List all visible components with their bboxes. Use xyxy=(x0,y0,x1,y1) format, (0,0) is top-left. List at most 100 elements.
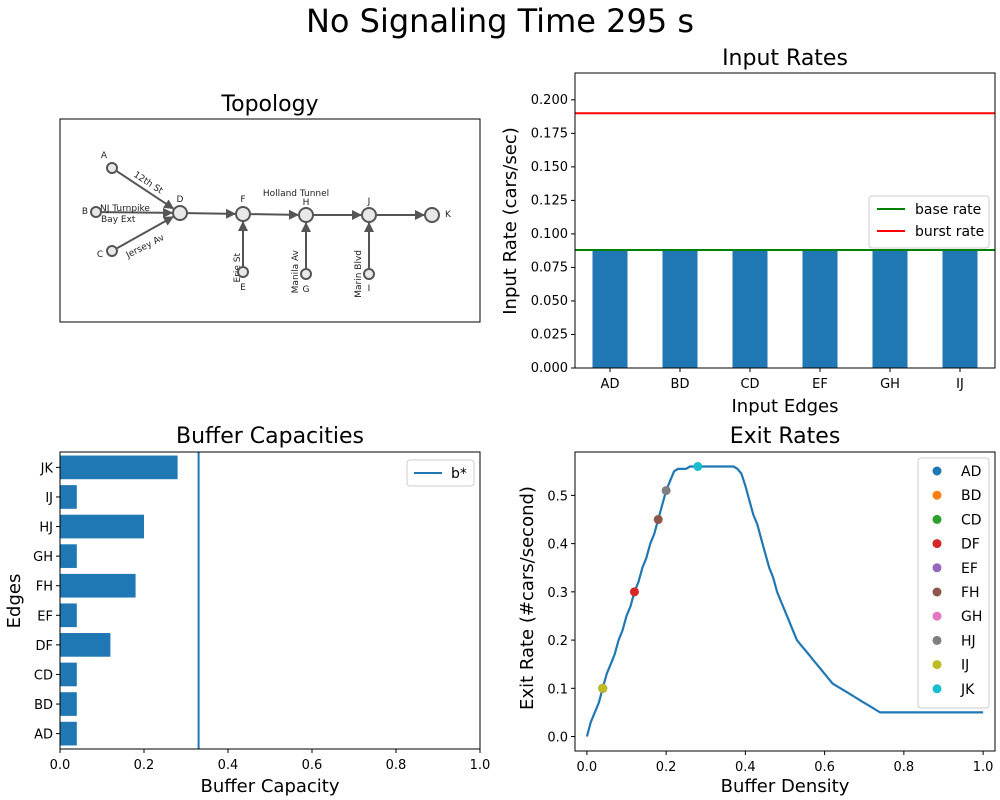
topology-node-label-G: G xyxy=(303,285,310,295)
y-tick-label-0.2: 0.2 xyxy=(547,634,568,649)
y-tick-label-HJ: HJ xyxy=(39,521,53,536)
topology-node-E xyxy=(237,266,249,278)
x-tick-label-0.4: 0.4 xyxy=(735,760,756,775)
y-tick-label-0.3: 0.3 xyxy=(547,586,568,601)
input-rate-bar-CD xyxy=(732,250,768,368)
topology-title: Topology xyxy=(220,92,318,117)
buffer-bar-HJ xyxy=(60,514,144,539)
x-tick-label-0.8: 0.8 xyxy=(894,760,915,775)
buffer-bar-EF xyxy=(60,603,77,628)
y-tick-label-0.0: 0.0 xyxy=(547,731,568,746)
input-rates-ylabel: Input Rate (cars/sec) xyxy=(500,127,521,315)
legend-marker-GH xyxy=(932,611,942,621)
x-tick-label-IJ: IJ xyxy=(956,377,964,392)
y-tick-label-GH: GH xyxy=(33,550,53,565)
y-tick-label-0.075: 0.075 xyxy=(531,260,568,275)
topology-edge-DF xyxy=(187,208,237,219)
x-tick-label-0.2: 0.2 xyxy=(656,760,677,775)
topology-edge-label-EF: Erie St xyxy=(233,253,243,283)
topology-node-label-I: I xyxy=(368,284,371,294)
topology-edge-label-HJ: Holland Tunnel xyxy=(263,189,329,199)
y-tick-label-0.200: 0.200 xyxy=(531,93,568,108)
exit-rates-title: Exit Rates xyxy=(730,424,841,449)
x-tick-label-CD: CD xyxy=(740,377,759,392)
x-tick-label-0.0: 0.0 xyxy=(50,758,71,773)
input-rate-bar-IJ xyxy=(942,250,978,368)
y-tick-label-FH: FH xyxy=(36,580,53,595)
legend-label-DF: DF xyxy=(961,537,980,553)
x-tick-label-0.0: 0.0 xyxy=(577,760,598,775)
y-tick-label-0.175: 0.175 xyxy=(531,126,568,141)
buffer-capacities-chart: Buffer Capacities Buffer Capacity Edges … xyxy=(4,424,490,797)
x-tick-label-BD: BD xyxy=(671,377,690,392)
buffer-bar-BD xyxy=(60,692,77,716)
x-tick-label-EF: EF xyxy=(812,377,828,392)
x-tick-label-AD: AD xyxy=(601,377,620,392)
y-tick-label-0.025: 0.025 xyxy=(531,327,568,342)
topology-node-A xyxy=(106,162,118,174)
topology-edge-CD xyxy=(116,216,174,249)
buffer-capacities-xlabel: Buffer Capacity xyxy=(200,776,339,797)
legend-marker-CD xyxy=(932,514,942,524)
topology-node-H xyxy=(298,207,314,223)
y-tick-label-CD: CD xyxy=(34,668,53,683)
input-rate-bar-AD xyxy=(592,250,628,368)
y-tick-label-0.1: 0.1 xyxy=(547,682,568,697)
legend-label-CD: CD xyxy=(961,512,982,528)
x-tick-label-0.6: 0.6 xyxy=(302,758,323,773)
y-tick-label-0.000: 0.000 xyxy=(531,361,568,376)
legend-marker-DF xyxy=(932,539,942,549)
exit-rates-axes-frame xyxy=(574,451,996,752)
x-tick-label-0.2: 0.2 xyxy=(134,758,155,773)
topology-edge-AD xyxy=(116,170,175,210)
topology-node-C xyxy=(106,245,118,257)
topology-node-label-E: E xyxy=(240,283,246,293)
y-tick-label-0.5: 0.5 xyxy=(547,489,568,504)
buffer-capacities-ylabel: Edges xyxy=(4,574,25,629)
topology-edge-FH xyxy=(250,209,300,220)
topology-edge-label-IJ: Marin Blvd xyxy=(354,250,364,298)
buffer-bar-GH xyxy=(60,544,77,568)
topology-node-B xyxy=(90,206,102,218)
input-rates-title: Input Rates xyxy=(722,46,848,71)
topology-node-label-F: F xyxy=(240,195,245,205)
topology-node-D xyxy=(172,205,188,221)
figure-title: No Signaling Time 295 s xyxy=(306,2,694,40)
topology-node-F xyxy=(235,206,251,222)
y-tick-label-EF: EF xyxy=(37,609,53,624)
topology-node-label-J: J xyxy=(367,197,371,207)
y-tick-label-0.150: 0.150 xyxy=(531,160,568,175)
y-tick-label-AD: AD xyxy=(34,728,53,743)
exit-point-IJ xyxy=(598,683,608,693)
x-tick-label-GH: GH xyxy=(880,377,900,392)
legend-marker-IJ xyxy=(932,660,942,670)
legend-label-base-rate: base rate xyxy=(915,202,981,218)
exit-point-DF xyxy=(629,587,639,597)
legend-marker-EF xyxy=(932,563,942,573)
buffer-bar-CD xyxy=(60,662,77,687)
x-tick-label-1.0: 1.0 xyxy=(973,760,994,775)
x-tick-label-0.8: 0.8 xyxy=(386,758,407,773)
y-tick-label-JK: JK xyxy=(40,461,54,476)
exit-point-JK xyxy=(693,461,703,471)
topology-node-label-H: H xyxy=(303,198,310,208)
legend-label-b-star: b* xyxy=(451,466,467,482)
buffer-bar-FH xyxy=(60,573,136,598)
topology-edge-BD xyxy=(101,207,174,218)
legend-label-BD: BD xyxy=(961,488,981,504)
input-rates-chart: Input Rates Input Edges Input Rate (cars… xyxy=(500,46,996,417)
input-rate-bar-GH xyxy=(872,250,908,368)
x-tick-label-1.0: 1.0 xyxy=(470,758,491,773)
input-rate-bar-EF xyxy=(802,250,838,368)
legend-label-GH: GH xyxy=(961,609,982,625)
legend-label-FH: FH xyxy=(961,585,980,601)
x-tick-label-0.4: 0.4 xyxy=(218,758,239,773)
topology-node-I xyxy=(363,268,375,280)
topology-node-J xyxy=(361,207,377,223)
legend-marker-HJ xyxy=(932,635,942,645)
exit-point-HJ xyxy=(661,486,671,496)
legend-label-IJ: IJ xyxy=(961,658,969,674)
legend-label-JK: JK xyxy=(960,682,975,698)
